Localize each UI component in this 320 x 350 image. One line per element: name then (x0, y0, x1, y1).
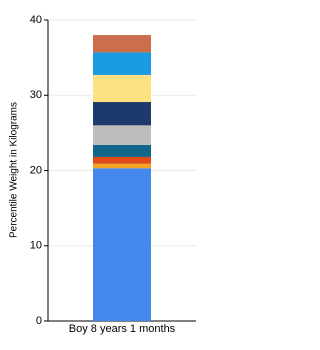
bar-segment (93, 156, 151, 164)
bar-segment (93, 35, 151, 53)
y-tick-label: 10 (30, 240, 42, 252)
bar-segment (93, 52, 151, 75)
bar-segment (93, 168, 151, 321)
bar-segment (93, 163, 151, 169)
bar-segment (93, 74, 151, 103)
bar-segment (93, 144, 151, 157)
y-tick-label: 20 (30, 164, 42, 176)
y-axis-label: Percentile Weight in Kilograms (9, 102, 20, 238)
bar-segment (93, 102, 151, 126)
y-tick-label: 0 (36, 315, 42, 327)
x-tick-label: Boy 8 years 1 months (69, 323, 176, 335)
y-tick-label: 30 (30, 89, 42, 101)
y-tick-label: 40 (30, 14, 42, 26)
chart: Percentile Weight in Kilograms 0 10 20 30 40… (8, 13, 196, 335)
bar-segment (93, 125, 151, 145)
